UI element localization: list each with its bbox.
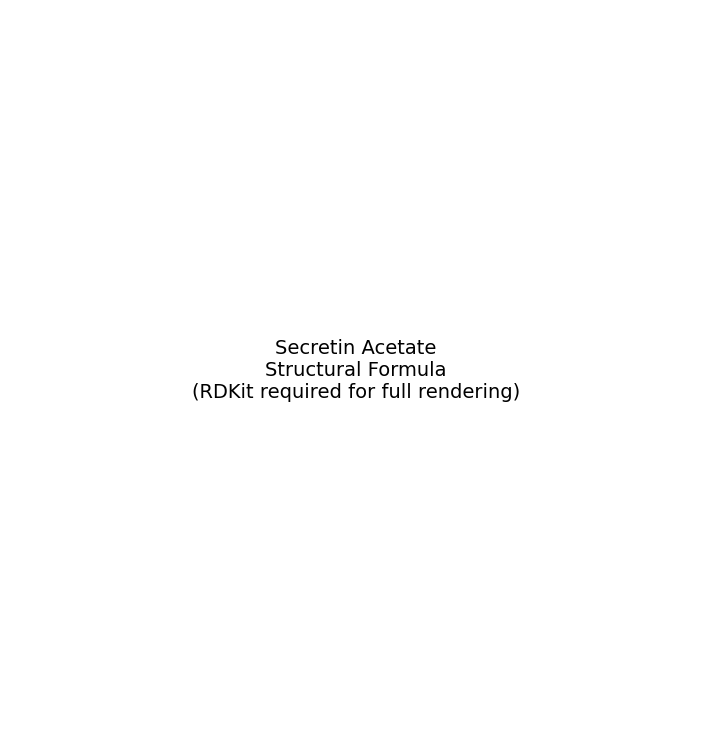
- Text: Secretin Acetate
Structural Formula
(RDKit required for full rendering): Secretin Acetate Structural Formula (RDK…: [192, 339, 520, 402]
